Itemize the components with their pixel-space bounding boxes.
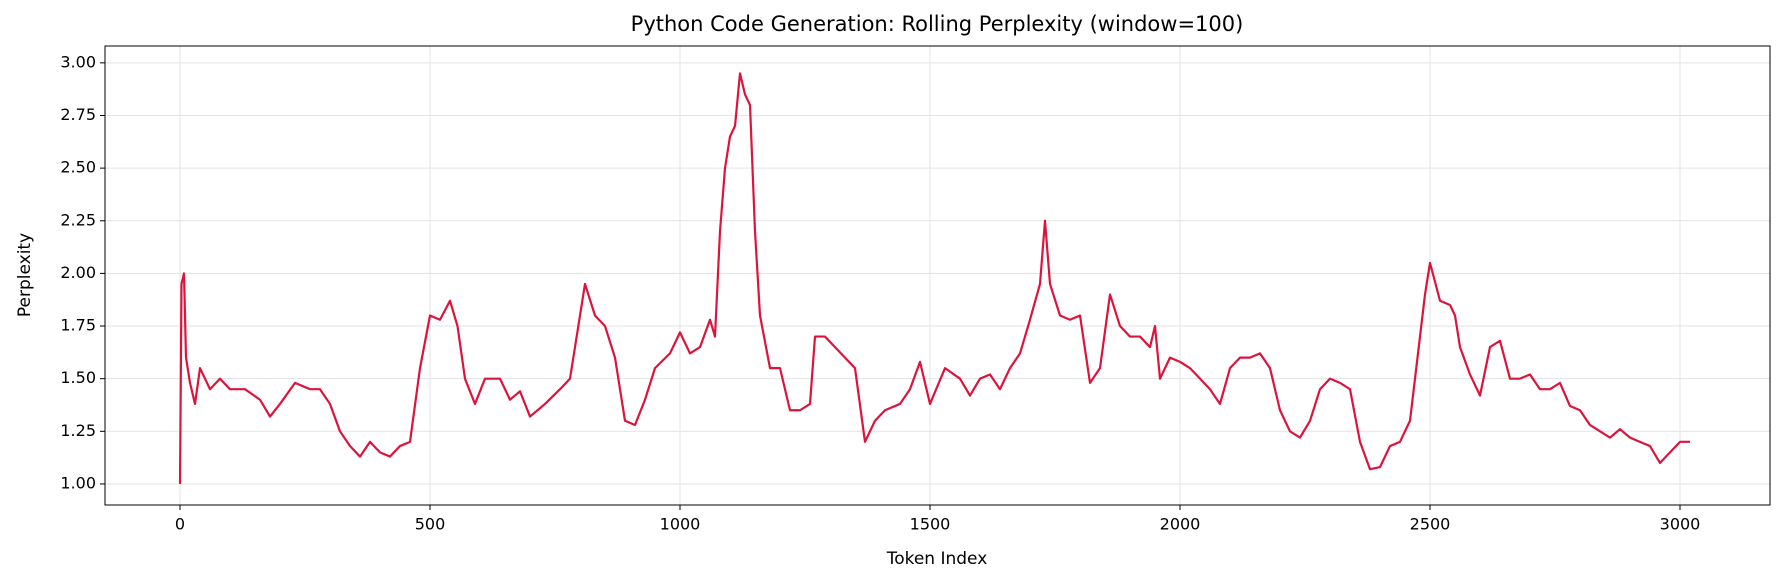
x-tick-label: 0	[175, 515, 185, 534]
y-tick-label: 2.25	[60, 210, 96, 229]
x-tick-label: 3000	[1660, 515, 1701, 534]
chart-title: Python Code Generation: Rolling Perplexi…	[631, 12, 1244, 36]
y-tick-label: 2.50	[60, 158, 96, 177]
y-tick-label: 3.00	[60, 52, 96, 71]
x-tick-label: 500	[415, 515, 446, 534]
y-tick-label: 2.00	[60, 263, 96, 282]
plot-frame	[104, 45, 1771, 506]
x-tick-label: 2500	[1410, 515, 1451, 534]
grid	[105, 46, 1770, 505]
y-tick-label: 1.00	[60, 473, 96, 492]
x-tick-label: 2000	[1160, 515, 1201, 534]
plot-area	[178, 72, 1690, 484]
y-axis-label: Perplexity	[15, 233, 35, 317]
y-tick-label: 1.75	[60, 316, 96, 335]
y-tick-label: 1.50	[60, 368, 96, 387]
x-tick-label: 1000	[660, 515, 701, 534]
x-tick-label: 1500	[910, 515, 951, 534]
data-line	[178, 72, 1690, 484]
y-tick-label: 1.25	[60, 421, 96, 440]
x-axis-label: Token Index	[886, 549, 988, 569]
y-tick-label: 2.75	[60, 105, 96, 124]
